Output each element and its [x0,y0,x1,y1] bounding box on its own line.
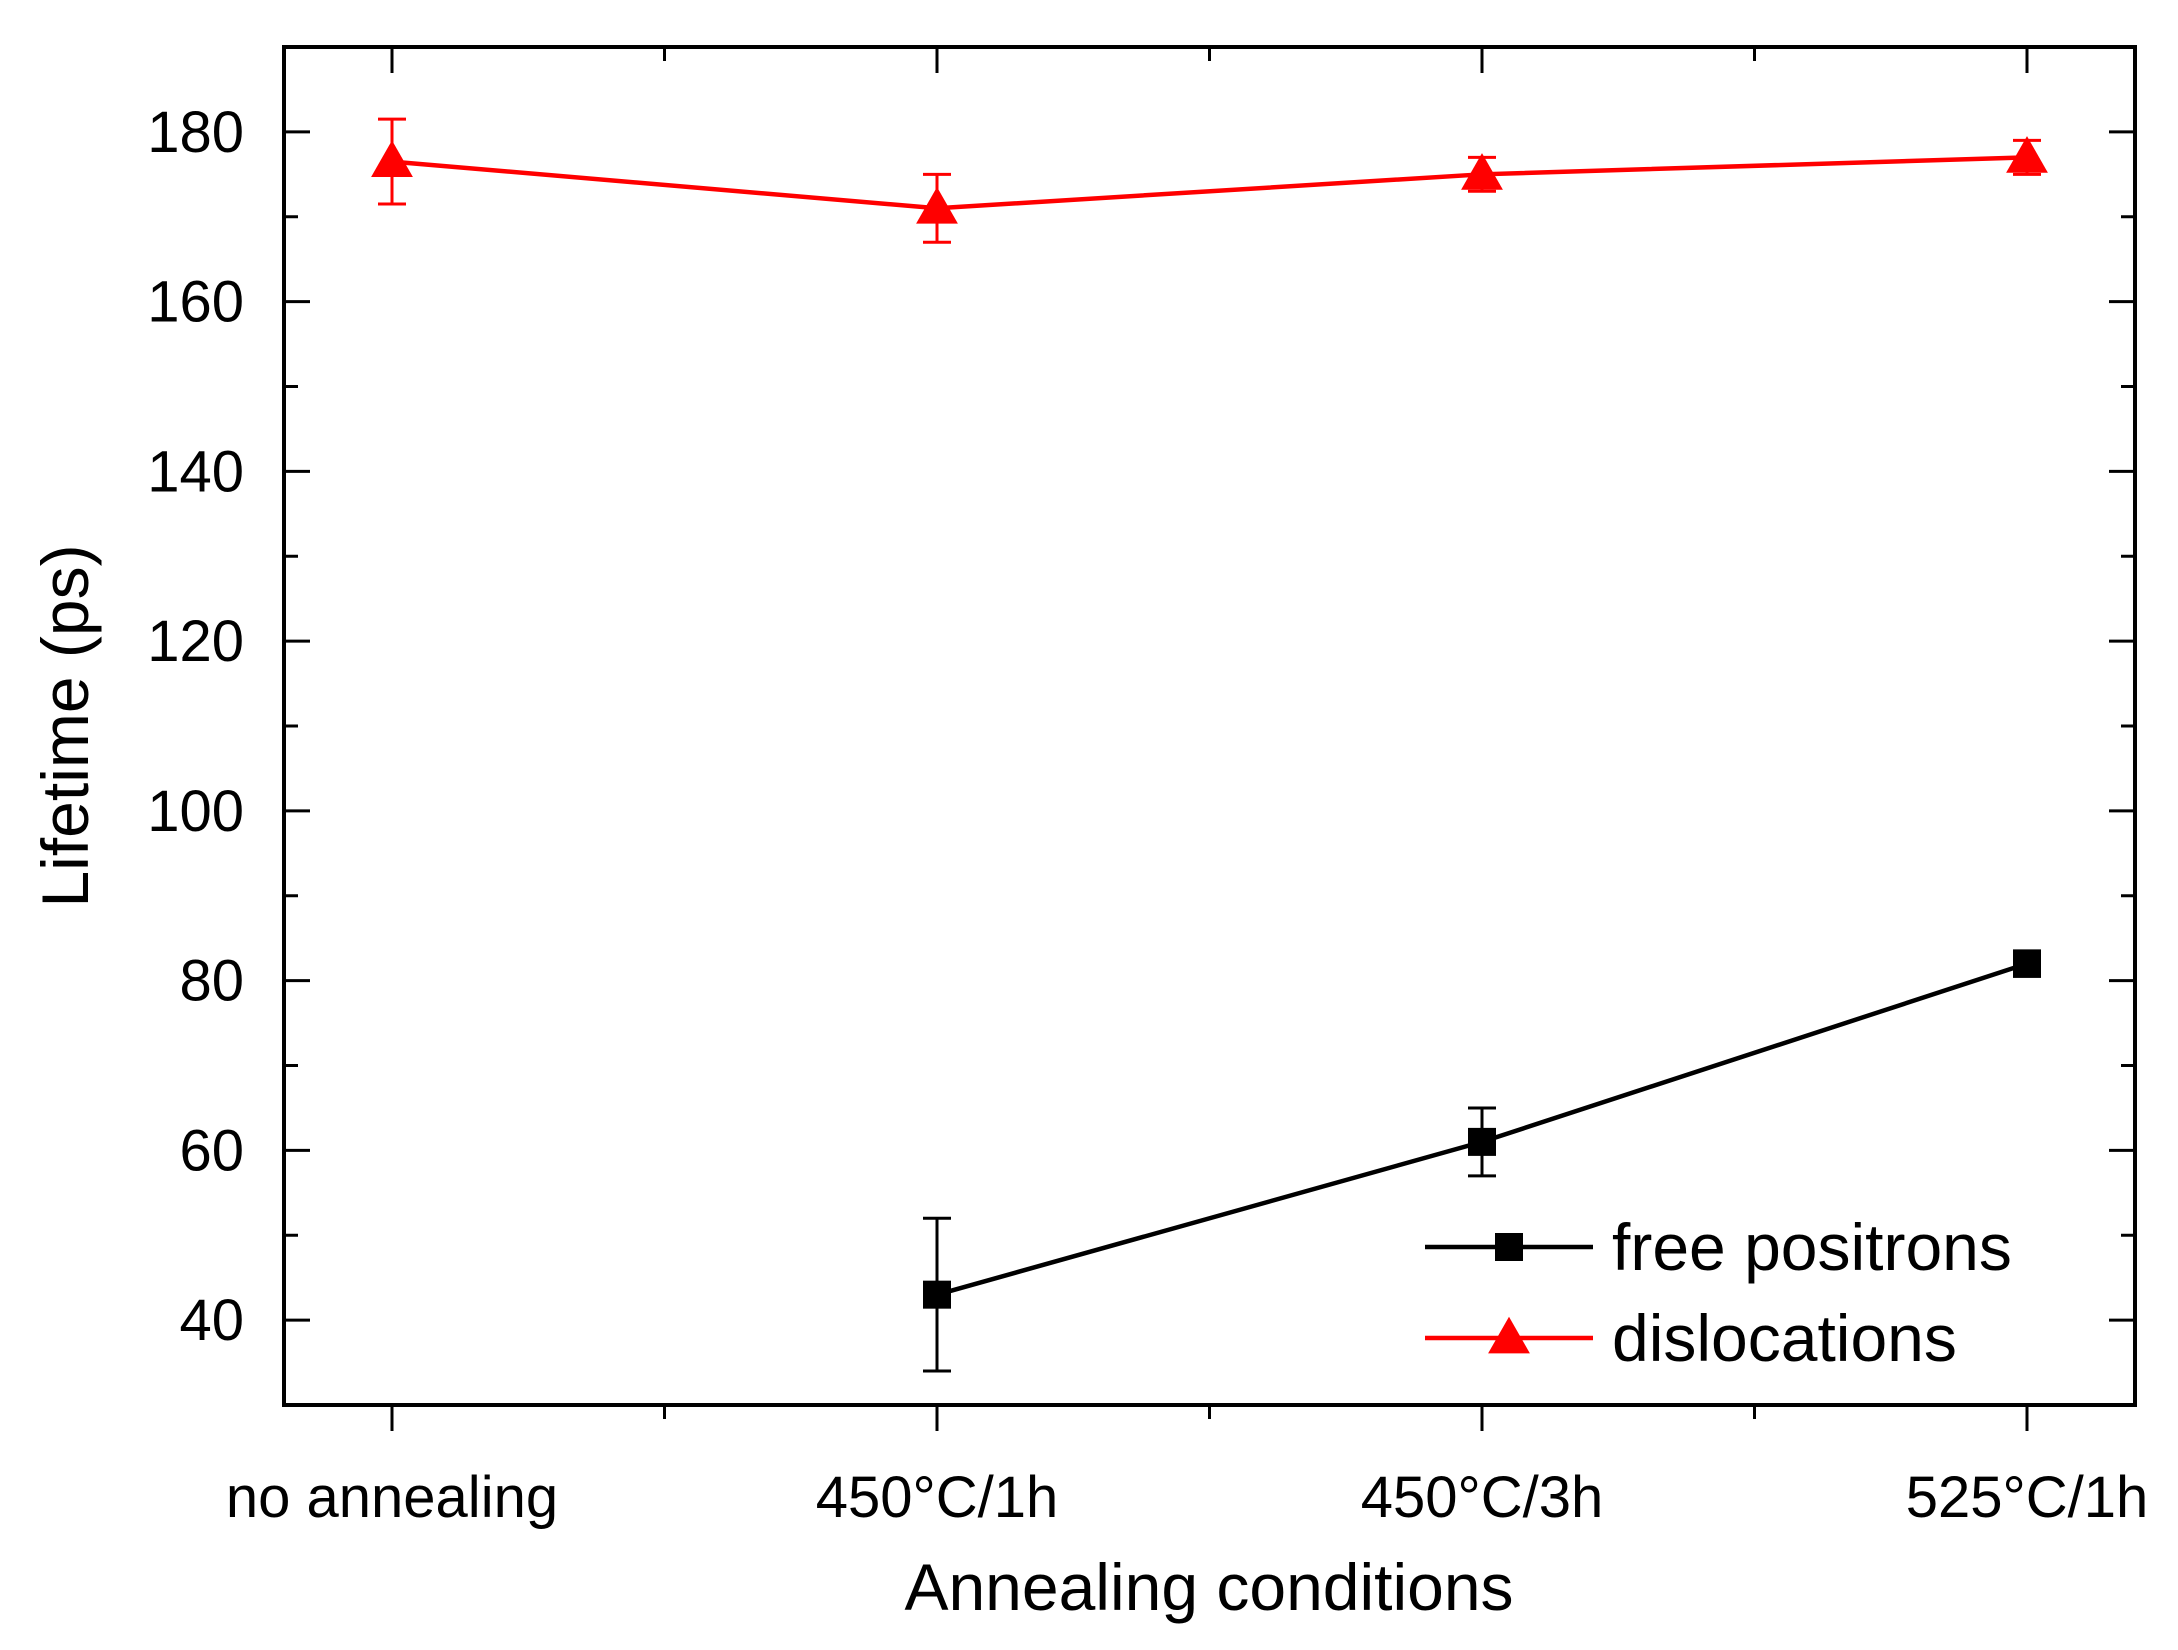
series-triangle [371,117,2048,244]
x-tick-label: 450°C/3h [1361,1465,1603,1530]
data-point [1461,153,1503,190]
legend-marker [1495,1233,1523,1261]
x-axis-title: Annealing conditions [904,1550,1513,1624]
axis-ticks [284,45,2135,1431]
data-point [1468,1127,1496,1156]
y-tick-label: 100 [147,779,244,844]
data-point [2013,949,2041,978]
y-tick-label: 160 [147,270,244,335]
legend-label: dislocations [1612,1301,1957,1375]
y-tick-label: 40 [179,1288,244,1353]
x-tick-label: 525°C/1h [1906,1465,2148,1530]
y-tick-label: 180 [147,100,244,165]
legend: free positrons dislocations [1425,1210,2012,1375]
series-square [923,949,2041,1373]
series-layer [371,117,2048,1373]
data-point [923,1280,951,1309]
y-tick-label: 140 [147,439,244,504]
data-point [916,187,958,224]
legend-marker [1488,1316,1530,1354]
series-line [391,155,2028,211]
y-tick-label: 60 [179,1118,244,1183]
y-tick-label: 80 [179,949,244,1014]
y-tick-label: 120 [147,609,244,674]
x-tick-labels: no annealing 450°C/1h 450°C/3h 525°C/1h [226,1465,2148,1530]
y-tick-labels: 40 60 80 100 120 140 160 180 [147,100,244,1353]
y-axis-title: Lifetime (ps) [28,544,102,907]
x-tick-label: no annealing [226,1465,558,1530]
data-point [2006,136,2048,173]
data-point [371,140,413,177]
x-tick-label: 450°C/1h [816,1465,1058,1530]
plot-frame [282,45,2137,1407]
legend-label: free positrons [1612,1210,2012,1284]
